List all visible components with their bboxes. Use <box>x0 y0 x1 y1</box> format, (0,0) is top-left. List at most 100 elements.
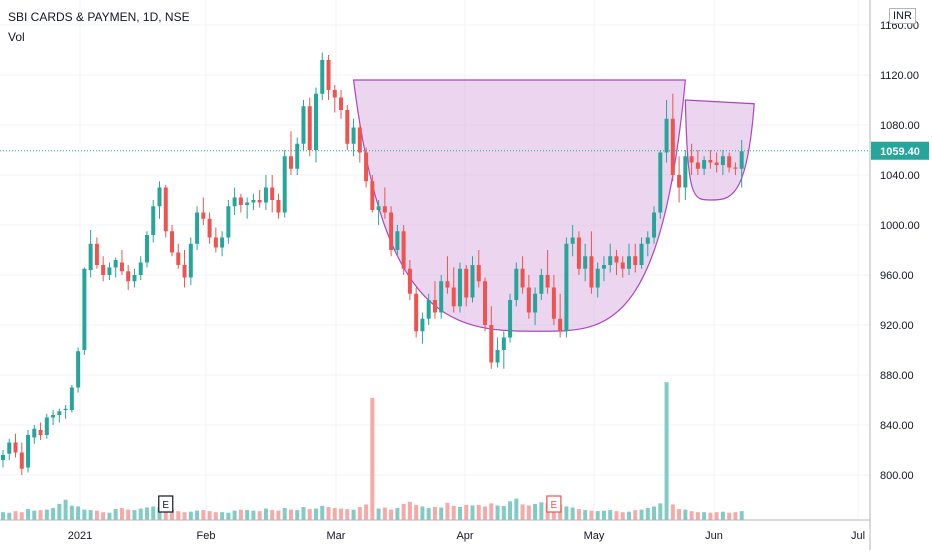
candle-body <box>720 156 725 165</box>
volume-bar <box>357 507 362 520</box>
candle-body <box>19 452 24 469</box>
candle-body <box>501 337 506 350</box>
volume-bar <box>733 512 738 520</box>
candle-body <box>357 127 362 153</box>
candle-body <box>395 231 400 250</box>
volume-bar <box>414 504 419 520</box>
candle-body <box>263 187 268 203</box>
volume-bar <box>63 499 68 520</box>
candle-body <box>151 206 156 235</box>
earnings-marker-label: E <box>162 500 169 511</box>
volume-bar <box>263 508 268 520</box>
candle-body <box>689 156 694 163</box>
volume-bar <box>226 512 231 520</box>
earnings-marker-label: E <box>551 500 558 511</box>
candle-body <box>514 268 519 300</box>
candle-body <box>652 212 657 238</box>
volume-bar <box>720 511 725 520</box>
candle-body <box>170 231 175 253</box>
candle-body <box>76 351 81 388</box>
candle-body <box>645 237 650 244</box>
candle-body <box>570 237 575 244</box>
candle-body <box>483 281 488 325</box>
candle-body <box>107 267 112 275</box>
volume-bar <box>464 504 469 520</box>
earnings-marker[interactable]: E <box>158 495 174 513</box>
volume-bar <box>539 502 544 520</box>
candle-body <box>94 243 99 265</box>
volume-bar <box>727 512 732 520</box>
volume-bar <box>420 506 425 520</box>
volume-bar <box>270 510 275 520</box>
volume-bar <box>645 508 650 520</box>
candle-body <box>520 268 525 288</box>
candle-body <box>38 430 43 435</box>
volume-bar <box>620 512 625 520</box>
candle-body <box>282 156 287 213</box>
volume-bar <box>501 505 506 520</box>
candle-body <box>57 411 62 415</box>
candle-body <box>658 152 663 213</box>
candle-body <box>238 197 243 205</box>
volume-bar <box>708 512 713 520</box>
candle-body <box>13 442 18 453</box>
candle-body <box>188 243 193 278</box>
earnings-marker[interactable]: E <box>546 495 562 513</box>
candle-body <box>695 162 700 169</box>
candle-body <box>627 256 631 269</box>
volume-bar <box>576 509 581 520</box>
last-price-tag <box>871 141 929 160</box>
volume-bar <box>451 505 456 520</box>
y-tick-label: 920.00 <box>880 320 914 332</box>
y-tick-label: 840.00 <box>880 420 914 432</box>
candle-body <box>727 156 732 168</box>
candle-body <box>226 206 231 238</box>
volume-bar <box>407 501 412 520</box>
volume-label: Vol <box>8 30 25 44</box>
candle-body <box>508 300 513 338</box>
volume-bar <box>432 507 437 520</box>
candle-body <box>364 152 369 182</box>
volume-bar <box>520 504 525 520</box>
candle-body <box>426 300 431 319</box>
candle-body <box>69 387 74 410</box>
candle-body <box>82 268 87 350</box>
candle-body <box>683 156 688 188</box>
volume-bar <box>119 508 124 520</box>
volume-bar <box>332 508 337 520</box>
volume-bar <box>702 512 707 520</box>
candle-body <box>276 200 281 213</box>
candle-body <box>407 268 412 294</box>
x-tick-label: 2021 <box>68 530 92 542</box>
volume-bar <box>94 510 99 520</box>
currency-button[interactable]: INR <box>889 8 916 24</box>
candle-body <box>307 106 312 150</box>
volume-bar <box>220 512 225 520</box>
volume-bar <box>370 397 375 520</box>
volume-bar <box>301 507 306 520</box>
volume-bar <box>470 505 475 520</box>
candle-body <box>26 435 31 468</box>
candle-body <box>220 237 225 248</box>
volume-bar <box>714 512 719 520</box>
candle-body <box>332 90 337 98</box>
candle-body <box>32 428 37 438</box>
volume-bar <box>533 503 538 520</box>
volume-bar <box>288 509 293 520</box>
candle-body <box>376 206 381 210</box>
volume-bar <box>113 509 118 520</box>
candle-body <box>51 415 56 418</box>
x-tick-label: Jul <box>851 530 865 542</box>
cup-pattern <box>352 79 686 332</box>
volume-bar <box>101 512 106 520</box>
candle-body <box>439 281 444 313</box>
volume-bar <box>457 507 462 520</box>
candle-body <box>620 262 625 269</box>
candle-body <box>326 60 331 90</box>
volume-bar <box>163 508 168 520</box>
volume-bar <box>295 510 300 520</box>
volume-bar <box>1 512 5 520</box>
volume-bar <box>489 503 494 520</box>
